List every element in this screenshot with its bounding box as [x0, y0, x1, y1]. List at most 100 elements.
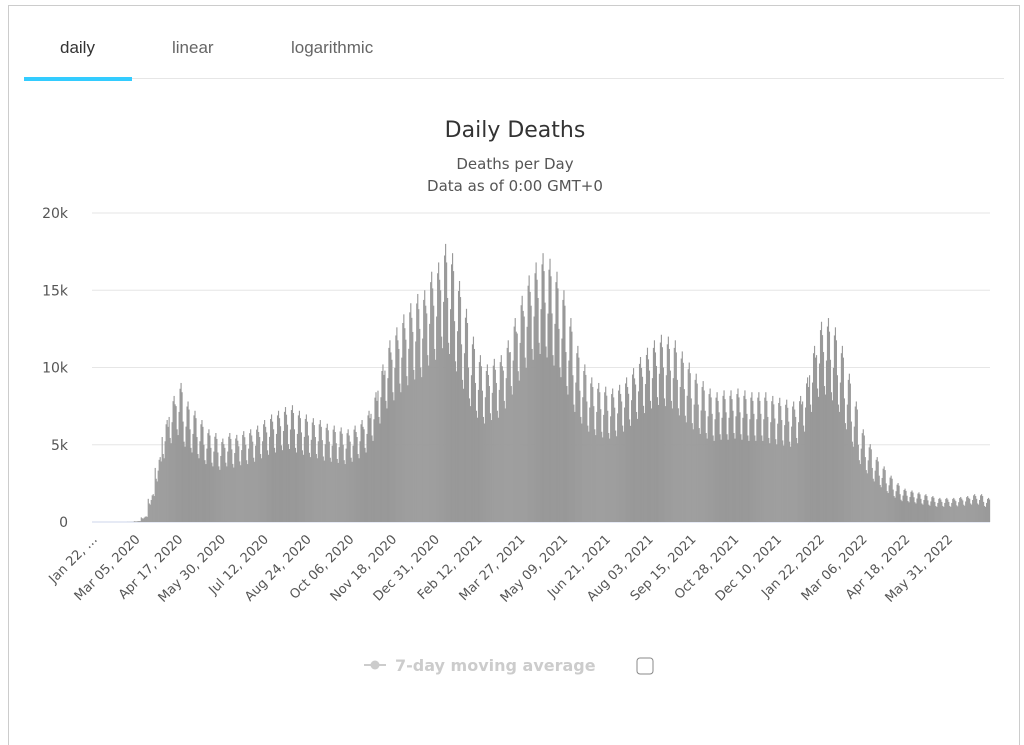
bar [952, 499, 953, 522]
bar [793, 401, 794, 522]
bar [889, 485, 890, 522]
bar [179, 412, 180, 522]
bar [366, 434, 367, 522]
bar [894, 496, 895, 522]
bar [344, 460, 345, 522]
bar [973, 495, 974, 522]
chart-subtitle: Deaths per Day [456, 155, 573, 173]
bar [823, 352, 824, 522]
bar [383, 375, 384, 522]
bar [164, 458, 165, 522]
bar [417, 294, 418, 522]
bar [561, 339, 562, 522]
bar [367, 415, 368, 522]
bar [391, 360, 392, 522]
bar [247, 464, 248, 522]
bar [791, 427, 792, 522]
bar [763, 419, 764, 522]
chart-title: Daily Deaths [445, 118, 586, 143]
bar [275, 452, 276, 522]
bar [298, 415, 299, 522]
bar [479, 362, 480, 522]
bar [863, 429, 864, 522]
bar [138, 521, 139, 522]
bar [573, 405, 574, 522]
bar [503, 371, 504, 522]
bar [960, 497, 961, 522]
bar [899, 486, 900, 522]
bar [334, 426, 335, 522]
bar [165, 441, 166, 522]
bar [847, 405, 848, 522]
bar [306, 414, 307, 522]
bar [356, 432, 357, 522]
bar [730, 390, 731, 522]
bar [865, 457, 866, 522]
bar [512, 395, 513, 522]
y-tick-label: 0 [59, 515, 68, 531]
bar [828, 318, 829, 522]
bar [277, 415, 278, 522]
bar [455, 361, 456, 522]
moving-average-checkbox[interactable] [637, 658, 653, 674]
bar [266, 432, 267, 522]
bar [496, 383, 497, 522]
bar [709, 394, 710, 522]
bar [672, 408, 673, 522]
bar [569, 327, 570, 522]
bar [415, 341, 416, 522]
bar [606, 396, 607, 522]
bar [340, 431, 341, 522]
bar [500, 362, 501, 522]
bar [748, 441, 749, 522]
bar [534, 317, 535, 522]
bar [846, 429, 847, 522]
bar [242, 435, 243, 522]
bar [490, 413, 491, 522]
bar [183, 442, 184, 522]
legend-7day-average[interactable]: 7-day moving average [364, 656, 596, 675]
bar [695, 380, 696, 522]
bar [170, 438, 171, 522]
bar [156, 479, 157, 522]
bar [514, 327, 515, 522]
bar [413, 370, 414, 522]
bar [341, 427, 342, 522]
bar [354, 430, 355, 522]
bar [553, 366, 554, 522]
bar [347, 433, 348, 522]
bar [396, 327, 397, 522]
bar [806, 383, 807, 522]
bar [420, 368, 421, 523]
bar [855, 407, 856, 522]
bar [436, 317, 437, 522]
bar [258, 432, 259, 522]
bar [693, 429, 694, 522]
bar [762, 441, 763, 522]
bar [174, 396, 175, 522]
bar [853, 447, 854, 522]
bar [572, 375, 573, 522]
bar [506, 378, 507, 522]
bar [745, 399, 746, 522]
bar [919, 494, 920, 522]
bar [701, 410, 702, 522]
bar [209, 435, 210, 522]
bar [453, 271, 454, 522]
bar [253, 458, 254, 522]
bar [346, 449, 347, 522]
bar [676, 352, 677, 522]
bar [293, 413, 294, 522]
bar [575, 383, 576, 522]
bar [149, 503, 150, 522]
bar [877, 457, 878, 522]
bar [628, 394, 629, 522]
bar [412, 332, 413, 522]
bar [387, 378, 388, 522]
bar [587, 426, 588, 522]
bar [137, 521, 138, 522]
bar [230, 439, 231, 522]
bar [614, 408, 615, 522]
bar [187, 401, 188, 522]
bar [220, 456, 221, 522]
